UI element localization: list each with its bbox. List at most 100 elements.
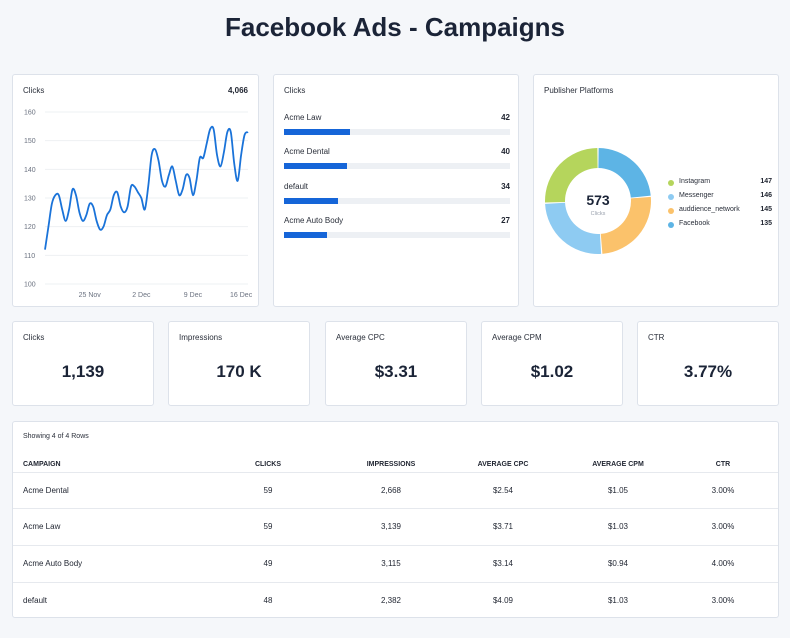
y-tick-label: 160	[24, 110, 36, 117]
kpi-value: 170 K	[216, 362, 262, 381]
kpi-label: Impressions	[179, 333, 223, 342]
cell-ctr: 3.00%	[711, 596, 735, 605]
bar-track	[284, 129, 510, 135]
kpi-card-clicks: Clicks 1,139	[12, 321, 154, 406]
bar-fill	[284, 163, 348, 169]
table-row: Acme Auto Body 49 3,115 $3.14 $0.94 4.00…	[13, 545, 778, 581]
y-tick-label: 150	[24, 138, 36, 145]
table-caption: Showing 4 of 4 Rows	[23, 433, 89, 440]
legend-dot	[668, 222, 674, 228]
kpi-label: Clicks	[23, 333, 45, 342]
legend-dot	[668, 194, 674, 200]
legend-item: Facebook 135	[668, 220, 772, 234]
kpi-value: 1,139	[61, 362, 105, 381]
bar-name: default	[284, 182, 309, 191]
cell-average-cpm: $0.94	[607, 559, 629, 568]
donut-slice-auddience_network	[600, 196, 651, 254]
header-average-cpc[interactable]: AVERAGE CPC	[477, 461, 529, 468]
cell-clicks: 49	[263, 559, 273, 568]
kpi-label: CTR	[648, 333, 665, 342]
y-tick-label: 100	[24, 282, 36, 289]
x-tick-label: 9 Dec	[184, 292, 203, 299]
legend-item: Messenger 146	[668, 192, 772, 206]
table-row: Acme Dental 59 2,668 $2.54 $1.05 3.00%	[13, 472, 778, 508]
cell-average-cpc: $2.54	[492, 486, 514, 495]
legend-value: 145	[760, 206, 772, 213]
cell-clicks: 59	[263, 486, 273, 495]
header-clicks[interactable]: CLICKS	[254, 461, 282, 468]
legend-value: 146	[760, 192, 772, 199]
bar-fill	[284, 129, 350, 135]
cell-campaign: Acme Law	[23, 522, 61, 531]
cell-impressions: 3,139	[380, 522, 402, 531]
cell-impressions: 2,382	[380, 596, 402, 605]
cell-clicks: 59	[263, 522, 273, 531]
bar-fill	[284, 232, 327, 238]
kpi-value: $1.02	[530, 362, 574, 381]
bar-value: 34	[501, 182, 510, 191]
cell-average-cpc: $3.14	[492, 559, 514, 568]
legend-dot	[668, 180, 674, 186]
table-header: CAMPAIGN CLICKS IMPRESSIONS AVERAGE CPC …	[13, 458, 778, 472]
donut-center-value: 573	[586, 192, 610, 208]
header-impressions[interactable]: IMPRESSIONS	[366, 461, 416, 468]
publisher-platforms-card: Publisher Platforms 573 Clicks Instagram…	[533, 74, 779, 307]
campaigns-table: Showing 4 of 4 Rows CAMPAIGN CLICKS IMPR…	[12, 421, 779, 618]
x-tick-label: 16 Dec	[230, 292, 253, 299]
cell-ctr: 4.00%	[711, 559, 735, 568]
donut-slice-messenger	[545, 202, 602, 254]
clicks-by-campaign-card: Clicks Acme Law 42 Acme Dental 40 defaul…	[273, 74, 519, 307]
legend-name: Messenger	[679, 192, 714, 199]
bar-name: Acme Auto Body	[284, 216, 344, 225]
kpi-card-impressions: Impressions 170 K	[168, 321, 310, 406]
y-tick-label: 120	[24, 224, 36, 231]
donut-slice-facebook	[598, 148, 651, 198]
cell-campaign: default	[23, 596, 48, 605]
kpi-label: Average CPM	[492, 333, 542, 342]
bar-track	[284, 198, 510, 204]
header-ctr[interactable]: CTR	[715, 461, 731, 468]
line-card-total: 4,066	[227, 86, 248, 95]
donut-center-label: Clicks	[591, 211, 606, 217]
cell-impressions: 3,115	[381, 559, 401, 568]
x-tick-label: 2 Dec	[132, 292, 151, 299]
bar-value: 40	[501, 147, 510, 156]
y-tick-label: 110	[24, 253, 35, 260]
y-tick-label: 130	[24, 196, 36, 203]
table-row: default 48 2,382 $4.09 $1.03 3.00%	[13, 582, 778, 618]
bars-card-label: Clicks	[284, 86, 306, 95]
cell-ctr: 3.00%	[711, 486, 735, 495]
cell-ctr: 3.00%	[711, 522, 735, 531]
kpi-value: 3.77%	[683, 362, 733, 381]
publisher-platforms-donut: 573 Clicks	[545, 148, 651, 254]
bar-value: 27	[501, 216, 510, 225]
legend-value: 147	[760, 178, 772, 185]
cell-average-cpm: $1.05	[607, 486, 629, 495]
kpi-value: $3.31	[374, 362, 418, 381]
line-card-label: Clicks	[23, 86, 45, 95]
kpi-label: Average CPC	[336, 333, 385, 342]
kpi-card-average-cpc: Average CPC $3.31	[325, 321, 467, 406]
legend-name: auddience_network	[679, 206, 740, 213]
legend-value: 135	[760, 220, 772, 227]
clicks-line-chart: 160 150 140 130 120 110 100 25 Nov 2 Dec 9 Dec 16 …	[24, 110, 253, 300]
cell-impressions: 2,668	[380, 486, 402, 495]
header-average-cpm[interactable]: AVERAGE CPM	[592, 461, 644, 468]
donut-card-label: Publisher Platforms	[544, 86, 614, 95]
bar-track	[284, 232, 510, 238]
bar-track	[284, 163, 510, 169]
kpi-card-average-cpm: Average CPM $1.02	[481, 321, 623, 406]
cell-clicks: 48	[263, 596, 273, 605]
bar-name: Acme Law	[284, 113, 322, 122]
header-campaign[interactable]: CAMPAIGN	[23, 461, 61, 468]
clicks-series-line	[44, 125, 249, 250]
cell-campaign: Acme Auto Body	[23, 559, 83, 568]
cell-campaign: Acme Dental	[23, 486, 69, 495]
legend-name: Facebook	[679, 220, 710, 227]
legend-item: auddience_network 145	[668, 206, 772, 220]
donut-slice-instagram	[545, 148, 598, 203]
x-tick-label: 25 Nov	[79, 292, 102, 299]
bar-name: Acme Dental	[284, 147, 330, 156]
y-tick-label: 140	[24, 167, 36, 174]
page-title: Facebook Ads - Campaigns	[225, 12, 565, 42]
